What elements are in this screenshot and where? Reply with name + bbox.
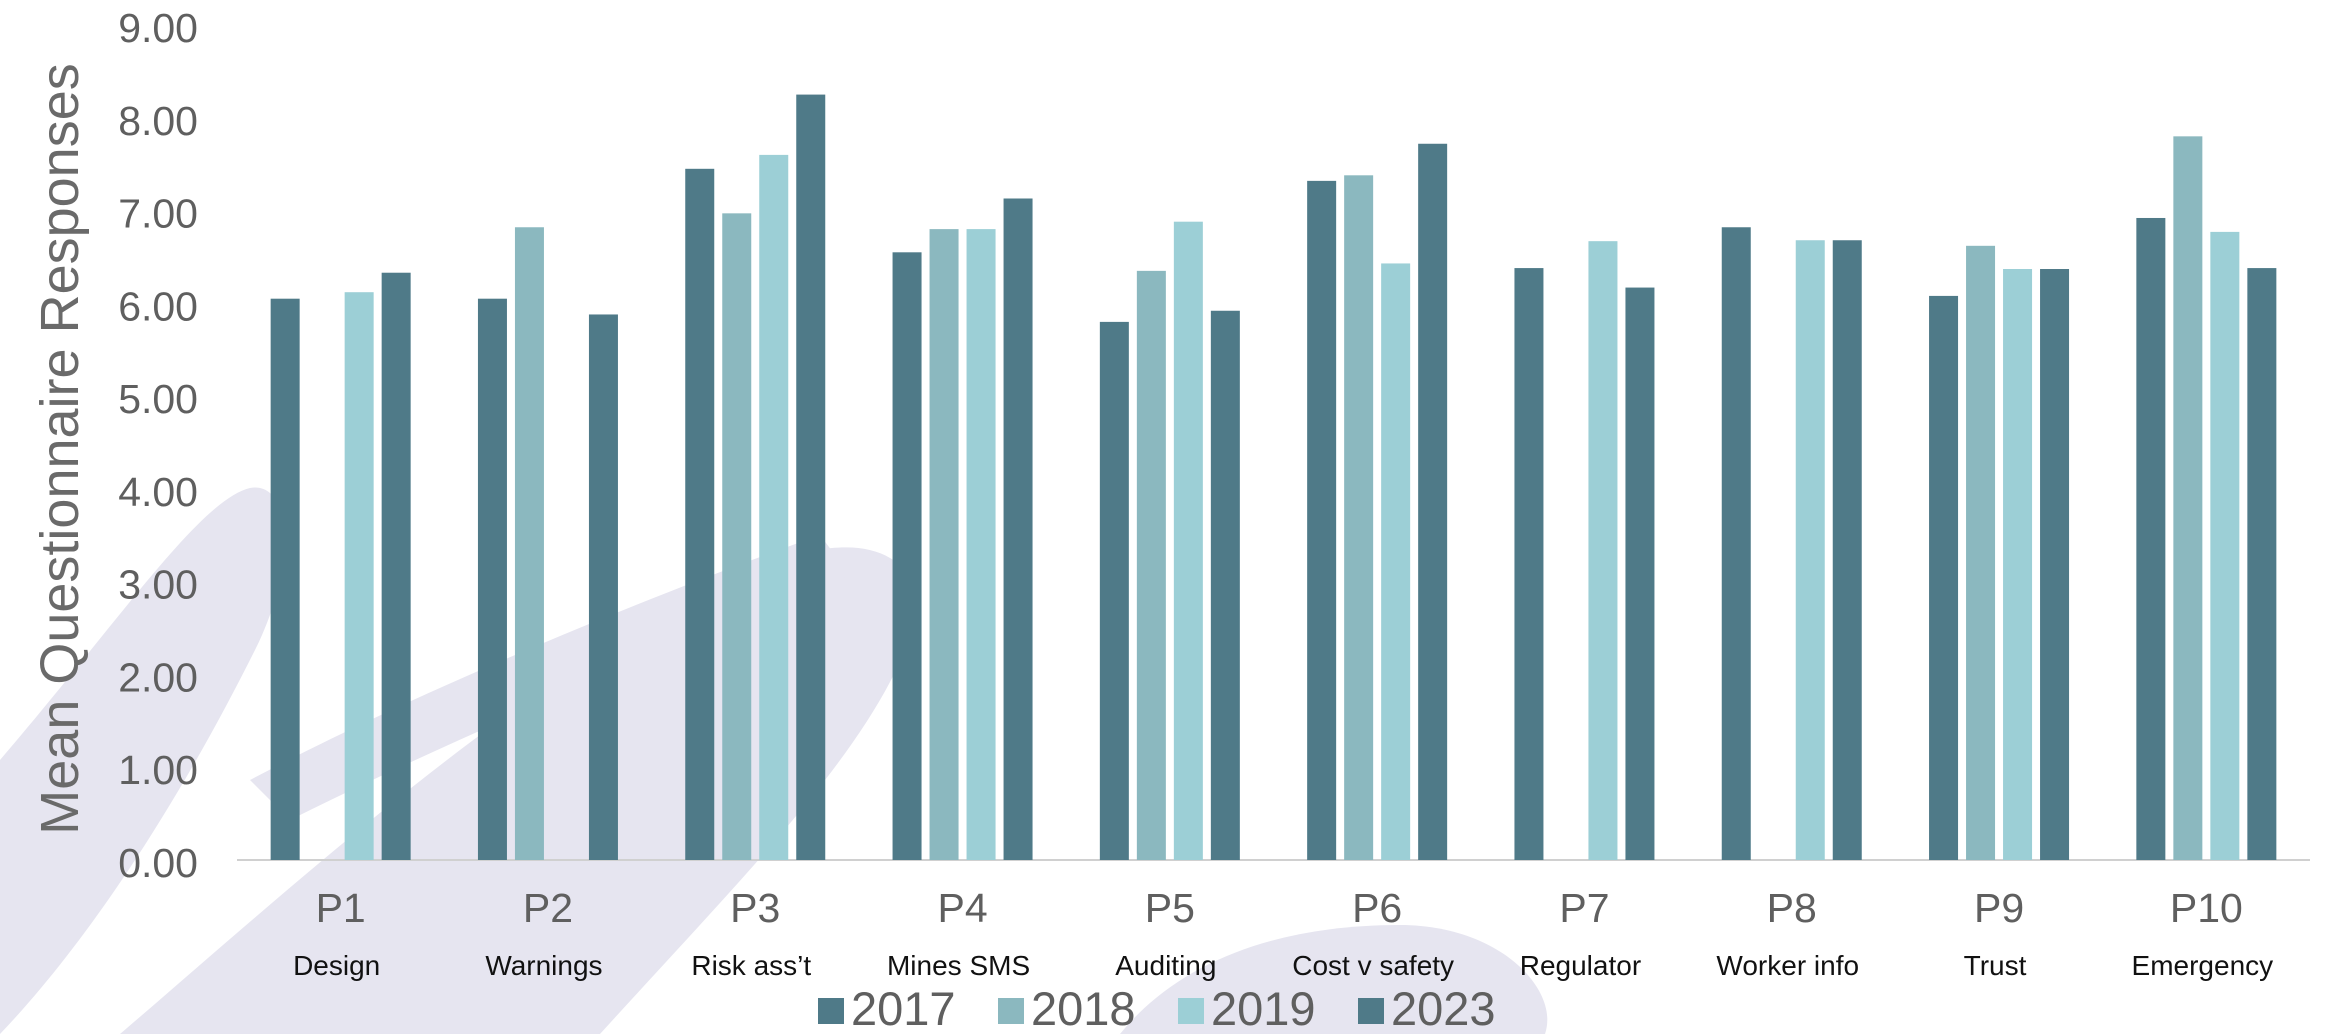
legend-label: 2023 xyxy=(1391,982,1496,1034)
legend: 2017 2018 2019 2023 xyxy=(818,982,1496,1034)
bar-2017-p6 xyxy=(1307,180,1337,860)
category-labels: P1 Design P2 Warnings P3 Risk ass’t P4 Mines SM… xyxy=(293,885,2273,981)
axes: 0.00 1.00 2.00 3.00 4.00 5.00 6.00 7.00 8.00 9.00 xyxy=(118,5,2310,886)
y-tick-label: 0.00 xyxy=(118,840,198,886)
bar-2019-p8 xyxy=(1795,240,1825,860)
bar-2017-p2 xyxy=(477,298,507,860)
y-tick-label: 2.00 xyxy=(118,654,198,700)
bar-2023-p4 xyxy=(1003,198,1033,860)
y-tick-label: 7.00 xyxy=(118,191,198,237)
x-tick-label: P10 xyxy=(2170,885,2243,931)
bar-2023-p3 xyxy=(796,94,826,861)
category-description: Warnings xyxy=(485,950,602,981)
y-tick-label: 3.00 xyxy=(118,562,198,608)
background-swoosh-left xyxy=(0,487,285,1034)
bar-2023-p7 xyxy=(1625,287,1655,860)
bar-2023-p5 xyxy=(1210,310,1240,860)
bar-2019-p10 xyxy=(2210,231,2240,861)
x-tick-label: P9 xyxy=(1974,885,2024,931)
bars xyxy=(270,94,2277,861)
bar-2019-p1 xyxy=(344,292,374,860)
bar-2017-p10 xyxy=(2136,217,2166,860)
bar-2017-p3 xyxy=(685,168,715,861)
bar-2017-p8 xyxy=(1721,227,1751,860)
legend-swatch-2019 xyxy=(1178,998,1204,1024)
category-description: Auditing xyxy=(1115,950,1216,981)
y-tick-label: 6.00 xyxy=(118,283,198,329)
x-tick-label: P8 xyxy=(1767,885,1817,931)
y-tick-label: 1.00 xyxy=(118,747,198,793)
bar-2023-p1 xyxy=(381,272,411,860)
bar-2019-p5 xyxy=(1173,221,1203,860)
background-swoosh-bottom xyxy=(1120,925,1548,1034)
bar-2019-p7 xyxy=(1588,241,1618,860)
category-description: Trust xyxy=(1964,950,2027,981)
x-tick-label: P7 xyxy=(1559,885,1609,931)
category-description: Worker info xyxy=(1716,950,1859,981)
bar-2018-p10 xyxy=(2173,136,2203,861)
x-tick-label: P2 xyxy=(523,885,573,931)
legend-swatch-2017 xyxy=(818,998,844,1024)
bar-2019-p9 xyxy=(2003,269,2033,860)
y-tick-label: 5.00 xyxy=(118,376,198,422)
legend-swatch-2023 xyxy=(1358,998,1384,1024)
y-tick-label: 9.00 xyxy=(118,5,198,51)
legend-label: 2018 xyxy=(1031,982,1136,1034)
category-description: Risk ass’t xyxy=(691,950,811,981)
category-description: Regulator xyxy=(1520,950,1641,981)
y-axis-title: Mean Questionnaire Responses xyxy=(30,63,90,835)
bar-2017-p5 xyxy=(1099,321,1129,860)
bar-2018-p9 xyxy=(1966,245,1996,861)
x-tick-label: P1 xyxy=(316,885,366,931)
bar-2018-p5 xyxy=(1136,270,1166,861)
bar-2023-p10 xyxy=(2247,268,2277,861)
category-description: Design xyxy=(293,950,380,981)
legend-swatch-2018 xyxy=(998,998,1024,1024)
bar-2017-p1 xyxy=(270,298,300,860)
legend-label: 2019 xyxy=(1211,982,1316,1034)
y-tick-label: 8.00 xyxy=(118,98,198,144)
category-description: Emergency xyxy=(2132,950,2274,981)
x-tick-label: P6 xyxy=(1352,885,1402,931)
bar-2018-p6 xyxy=(1344,175,1374,861)
bar-2017-p4 xyxy=(892,252,922,861)
bar-2019-p4 xyxy=(966,229,996,861)
x-tick-label: P3 xyxy=(730,885,780,931)
bar-2019-p3 xyxy=(759,154,789,860)
bar-2017-p9 xyxy=(1929,295,1959,860)
category-description: Cost v safety xyxy=(1292,950,1454,981)
bar-2023-p8 xyxy=(1832,240,1862,860)
y-tick-label: 4.00 xyxy=(118,469,198,515)
x-tick-label: P4 xyxy=(937,885,987,931)
bar-2017-p7 xyxy=(1514,268,1544,861)
legend-label: 2017 xyxy=(851,982,956,1034)
category-description: Mines SMS xyxy=(887,950,1030,981)
bar-2019-p6 xyxy=(1381,263,1411,860)
bar-2023-p9 xyxy=(2040,269,2070,860)
bar-2018-p3 xyxy=(722,213,752,861)
bar-2023-p6 xyxy=(1418,143,1448,860)
bar-2018-p2 xyxy=(514,227,544,860)
bar-2018-p4 xyxy=(929,229,959,861)
bar-2023-p2 xyxy=(588,314,618,860)
x-tick-label: P5 xyxy=(1145,885,1195,931)
